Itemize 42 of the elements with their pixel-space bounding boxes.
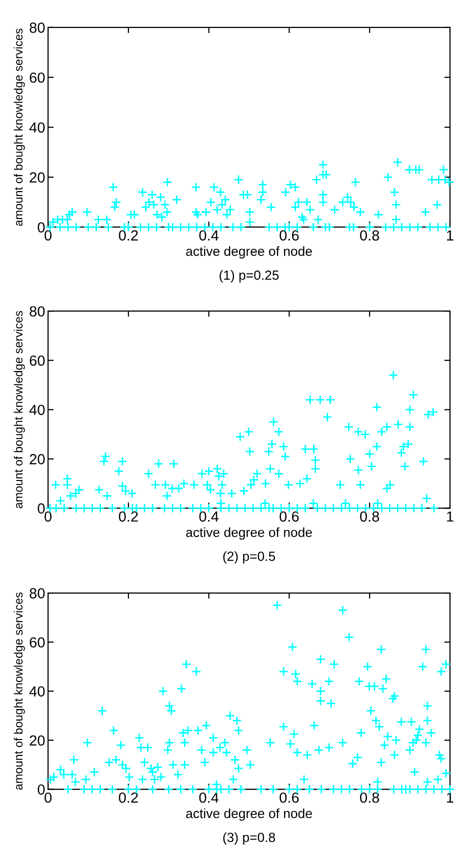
x-tick-label: 0.4 bbox=[199, 792, 219, 803]
y-tick-label: 60 bbox=[30, 72, 45, 83]
y-tick-label: 80 bbox=[30, 588, 45, 598]
y-tick-label: 80 bbox=[30, 22, 45, 33]
y-tick-label: 60 bbox=[30, 637, 45, 648]
y-axis-title: amount of bought knowledge services bbox=[14, 310, 25, 508]
y-axis-title: amount of bought knowledge services bbox=[14, 28, 25, 226]
x-tick-label: 0.6 bbox=[280, 511, 299, 522]
x-tick-label: 0 bbox=[44, 511, 52, 522]
x-tick-label: 1 bbox=[447, 230, 454, 240]
x-tick-label: 0.2 bbox=[118, 511, 138, 522]
y-axis-title: amount of bought knowledge services bbox=[14, 592, 25, 790]
y-tick-label: 20 bbox=[30, 735, 45, 746]
y-tick-label: 40 bbox=[29, 404, 45, 416]
y-tick-label: 20 bbox=[30, 172, 45, 183]
x-tick-label: 0 bbox=[44, 230, 52, 241]
x-tick-label: 0.2 bbox=[118, 792, 138, 803]
y-tick-label: 80 bbox=[30, 306, 45, 317]
x-axis-title: active degree of node bbox=[186, 246, 312, 259]
text: (2) p=0.5 bbox=[223, 551, 276, 564]
x-tick-label: 0.6 bbox=[280, 230, 299, 241]
x-tick-label: 0.8 bbox=[360, 230, 380, 241]
y-tick-label: 40 bbox=[29, 122, 45, 133]
text: (1) p=0.25 bbox=[220, 270, 279, 282]
y-tick-label: 0 bbox=[38, 222, 45, 233]
x-axis-title: active degree of node bbox=[186, 808, 312, 821]
x-tick-label: 1 bbox=[447, 512, 454, 522]
x-tick-label: 0.4 bbox=[199, 230, 219, 241]
y-tick-label: 0 bbox=[38, 503, 45, 514]
x-tick-label: 0.6 bbox=[280, 792, 299, 803]
y-tick-label: 0 bbox=[38, 784, 45, 795]
text: (3) p=0.8 bbox=[223, 832, 276, 845]
x-tick-label: 1 bbox=[447, 792, 454, 803]
x-axis-title: active degree of node bbox=[186, 527, 312, 540]
x-tick-label: 0.4 bbox=[199, 511, 219, 522]
y-tick-label: 60 bbox=[30, 355, 45, 366]
x-tick-label: 0.2 bbox=[118, 230, 138, 241]
y-tick-label: 40 bbox=[29, 686, 45, 697]
x-tick-label: 0.8 bbox=[360, 792, 380, 803]
y-tick-label: 20 bbox=[30, 454, 45, 464]
x-tick-label: 0.8 bbox=[360, 511, 380, 522]
x-tick-label: 0 bbox=[44, 792, 52, 803]
